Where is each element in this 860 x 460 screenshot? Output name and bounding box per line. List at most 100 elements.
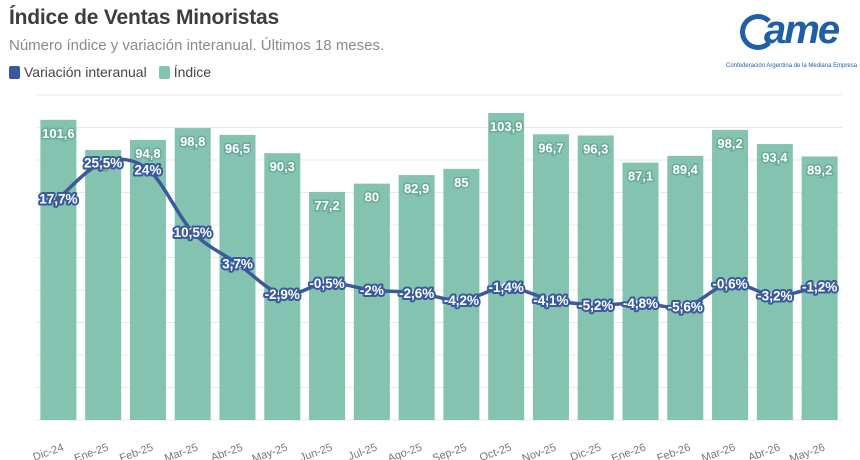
x-tick-label: Abr-25 (209, 442, 244, 460)
legend-label-variacion: Variación interanual (24, 64, 147, 80)
line-value-label: 10,5% (174, 225, 212, 240)
legend-swatch-bar (158, 65, 170, 79)
line-point (814, 281, 825, 292)
bar (40, 119, 77, 421)
bar (622, 162, 659, 420)
line-value-label: -4,8% (623, 296, 658, 311)
bar (443, 168, 480, 420)
line-value-label: -1,4% (489, 280, 524, 295)
bar (85, 149, 122, 421)
x-tick-label: Ago-25 (386, 442, 423, 460)
line-point (187, 227, 198, 237)
line-value-label: -2,6% (399, 286, 434, 301)
line-value-label: -5,2% (578, 298, 613, 313)
bar-value-label: 89,4 (673, 162, 699, 177)
bar (264, 153, 301, 421)
x-tick-label: Ene-25 (73, 442, 110, 460)
x-tick-label: May-26 (788, 442, 827, 460)
line-value-label: 3,7% (222, 257, 253, 272)
bar (174, 128, 211, 420)
chart-subtitle: Número índice y variación interanual. Úl… (9, 37, 385, 54)
bar-value-label: 96,7 (538, 140, 563, 155)
bar (488, 113, 525, 420)
bar-value-label: 77,2 (314, 198, 339, 213)
x-tick-label: Mar-26 (700, 442, 737, 460)
bar-value-label: 90,3 (270, 159, 295, 174)
legend: Variación interanual Índice (9, 64, 223, 80)
bar-value-label: 87,1 (628, 169, 653, 184)
line-point (680, 301, 691, 312)
line-point (143, 164, 153, 175)
line-point (635, 298, 646, 308)
line-value-label: -2,9% (265, 287, 300, 302)
line-value-label: 24% (134, 162, 161, 177)
line-point (367, 285, 377, 295)
bar-value-label: 82,9 (404, 181, 429, 196)
bar-value-label: 96,3 (583, 141, 608, 156)
line-value-label: -4,1% (533, 293, 568, 308)
bar-value-label: 96,5 (225, 141, 250, 156)
bar (712, 129, 749, 420)
bar (577, 135, 614, 420)
bar-value-label: 98,2 (717, 136, 742, 151)
x-tick-label: Jul-25 (347, 442, 379, 460)
line-point (322, 278, 332, 288)
bar (532, 134, 569, 420)
line-value-label: -4,2% (444, 293, 479, 308)
bar (353, 183, 390, 420)
line-value-label: -2% (360, 283, 384, 298)
legend-label-indice: Índice (173, 64, 212, 80)
bar-value-label: 103,9 (490, 119, 523, 134)
line-point (456, 295, 467, 305)
bar-value-label: 85 (454, 175, 468, 190)
bar-value-label: 89,2 (807, 162, 832, 177)
x-tick-label: Nov-25 (521, 442, 558, 460)
line-point (590, 300, 601, 310)
line-point (725, 278, 735, 289)
x-tick-label: Dic-24 (31, 442, 65, 460)
line-value-label: 25,5% (84, 155, 122, 170)
bar-value-label: 94,8 (135, 146, 160, 161)
legend-item-variacion: Variación interanual (9, 64, 147, 80)
x-tick-label: May-25 (251, 442, 290, 460)
line-point (546, 295, 556, 305)
x-tick-label: Sep-25 (431, 442, 468, 460)
logo-c-ring (740, 14, 776, 50)
line-value-label: -0,5% (309, 276, 344, 291)
came-logo: ame Confederación Argentina de la Median… (726, 8, 857, 74)
line-value-label: 17,7% (39, 192, 77, 207)
line-point (770, 290, 780, 301)
x-tick-label: Abr-26 (747, 442, 782, 460)
logo-wordmark: ame (764, 8, 840, 52)
x-tick-label: Oct-25 (478, 442, 513, 460)
logo-tagline: Confederación Argentina de la Mediana Em… (726, 63, 858, 69)
line-value-label: -1,2% (802, 279, 837, 294)
bar-value-label: 101,6 (42, 126, 75, 141)
line-point (232, 258, 243, 269)
bar (219, 134, 256, 421)
x-tick-label: Ene-26 (610, 442, 647, 460)
line-point (277, 289, 288, 299)
x-tick-label: Feb-26 (655, 442, 692, 460)
bar-value-label: 93,4 (762, 150, 788, 165)
line-value-label: -5,6% (668, 300, 703, 315)
x-tick-label: Mar-25 (163, 442, 200, 460)
line-point (501, 282, 511, 292)
x-tick-label: Jun-25 (298, 442, 334, 460)
legend-item-indice: Índice (158, 64, 212, 80)
x-tick-label: Dic-25 (569, 442, 603, 460)
bar (756, 144, 793, 420)
bar (129, 139, 166, 420)
line-value-label: -0,6% (712, 277, 747, 292)
variation-line (57, 157, 821, 310)
chart-title: Índice de Ventas Minoristas (9, 6, 280, 29)
bar (309, 191, 346, 420)
bar-value-label: 98,8 (180, 134, 205, 149)
line-value-label: -3,2% (757, 289, 792, 304)
x-tick-label: Feb-25 (118, 442, 155, 460)
line-point (98, 157, 108, 168)
line-point (53, 193, 64, 204)
bar-value-label: 80 (365, 190, 379, 205)
bar (667, 155, 704, 420)
